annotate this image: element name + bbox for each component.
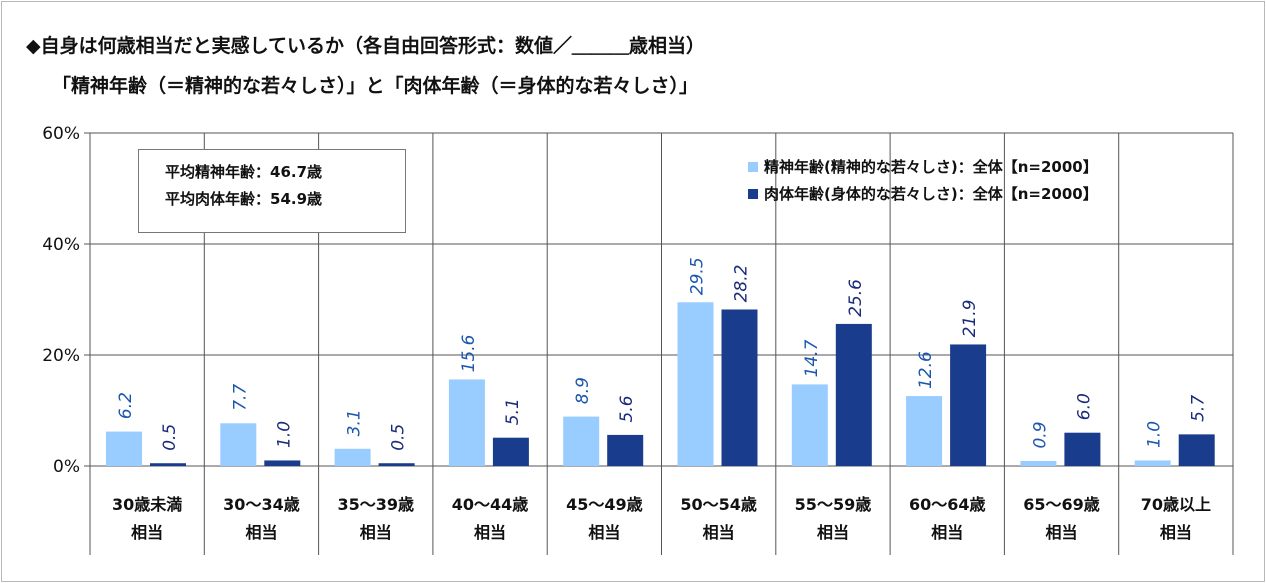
physical-average-text: 平均肉体年齢：54.9歳	[165, 190, 323, 208]
bar-physical	[607, 434, 644, 466]
y-tick-label: 0%	[53, 457, 80, 477]
x-tick-label: 40～44歳	[452, 495, 529, 514]
data-label-mental: 3.1	[345, 409, 365, 436]
y-tick-label: 20%	[42, 346, 80, 366]
data-label-mental: 1.0	[1145, 421, 1165, 448]
y-tick-label: 40%	[42, 235, 80, 255]
chart-title-line2: 「精神年齢（＝精神的な若々しさ）」と「肉体年齢（＝身体的な若々しさ）」	[52, 75, 699, 97]
legend-swatch-physical	[748, 188, 758, 199]
bar-mental	[791, 384, 828, 466]
chart-title-line1: ◆自身は何歳相当だと実感しているか（各自由回答形式：数値／＿＿＿歳相当）	[26, 35, 706, 57]
bar-mental	[677, 302, 714, 466]
x-tick-label: 相当	[1160, 523, 1192, 542]
x-tick-label: 70歳以上	[1141, 495, 1211, 514]
x-tick-label: 相当	[931, 523, 963, 542]
bar-physical	[378, 463, 415, 466]
average-age-box: 平均精神年齢：46.7歳 平均肉体年齢：54.9歳	[138, 149, 406, 233]
bar-physical	[1064, 432, 1101, 466]
mental-average-text: 平均精神年齢：46.7歳	[165, 163, 323, 181]
bar-mental	[906, 396, 943, 466]
x-tick-label: 相当	[131, 523, 163, 542]
data-label-mental: 12.6	[916, 351, 936, 389]
bar-physical	[835, 323, 872, 466]
x-tick-label: 35～39歳	[337, 495, 414, 514]
data-label-physical: 25.6	[846, 279, 866, 317]
data-label-physical: 21.9	[960, 300, 980, 338]
bar-physical	[492, 437, 529, 466]
data-label-mental: 8.9	[573, 377, 593, 404]
data-label-mental: 15.6	[459, 334, 479, 372]
x-tick-label: 30歳未満	[112, 495, 182, 514]
bar-physical	[264, 460, 301, 466]
data-label-mental: 14.7	[802, 339, 822, 377]
bar-physical	[950, 344, 987, 466]
legend-item-mental: 精神年齢(精神的な若々しさ)：全体【n=2000】	[748, 153, 1098, 180]
x-tick-label: 50～54歳	[680, 495, 757, 514]
data-label-mental: 7.7	[230, 384, 250, 411]
bar-physical	[721, 309, 758, 466]
x-tick-label: 55～59歳	[795, 495, 872, 514]
x-tick-label: 45～49歳	[566, 495, 643, 514]
data-label-mental: 0.9	[1030, 421, 1050, 448]
x-tick-label: 相当	[474, 523, 506, 542]
x-tick-label: 相当	[360, 523, 392, 542]
legend-label-mental: 精神年齢(精神的な若々しさ)：全体【n=2000】	[764, 158, 1098, 176]
data-label-physical: 6.0	[1074, 393, 1094, 420]
x-tick-label: 相当	[245, 523, 277, 542]
y-tick-label: 60%	[42, 124, 80, 144]
x-tick-label: 相当	[1046, 523, 1078, 542]
bar-mental	[1020, 461, 1057, 466]
data-label-physical: 0.5	[389, 424, 409, 451]
bar-physical	[150, 463, 186, 466]
legend-label-physical: 肉体年齢(身体的な若々しさ)：全体【n=2000】	[764, 185, 1098, 203]
data-label-physical: 5.1	[503, 398, 523, 425]
data-label-physical: 5.6	[617, 395, 637, 422]
x-tick-label: 30～34歳	[223, 495, 300, 514]
chart-legend: 精神年齢(精神的な若々しさ)：全体【n=2000】 肉体年齢(身体的な若々しさ)…	[748, 153, 1098, 207]
bar-mental	[1134, 460, 1171, 466]
legend-item-physical: 肉体年齢(身体的な若々しさ)：全体【n=2000】	[748, 180, 1098, 207]
x-tick-label: 相当	[703, 523, 735, 542]
x-tick-label: 相当	[817, 523, 849, 542]
bar-physical	[1178, 434, 1215, 466]
legend-swatch-mental	[748, 161, 758, 172]
x-tick-label: 65～69歳	[1023, 495, 1100, 514]
data-label-mental: 6.2	[116, 392, 136, 419]
data-label-physical: 1.0	[274, 421, 294, 448]
bar-mental	[448, 379, 485, 466]
x-tick-label: 相当	[588, 523, 620, 542]
data-label-physical: 28.2	[732, 265, 752, 303]
data-label-mental: 29.5	[688, 257, 708, 295]
bar-mental	[563, 416, 600, 466]
bar-mental	[220, 423, 257, 466]
bar-mental	[106, 431, 142, 466]
data-label-physical: 5.7	[1189, 395, 1209, 422]
data-label-physical: 0.5	[160, 424, 180, 451]
x-tick-label: 60～64歳	[909, 495, 986, 514]
bar-mental	[334, 448, 371, 466]
